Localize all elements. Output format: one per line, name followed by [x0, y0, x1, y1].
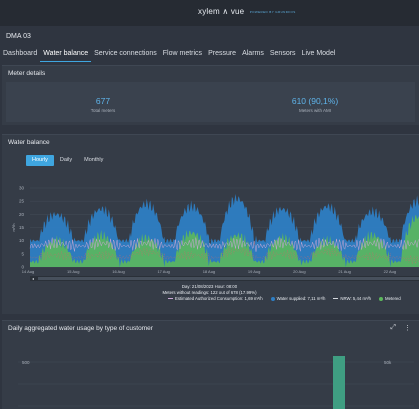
daily-usage-title: Daily aggregated water usage by type of … — [8, 325, 153, 332]
water-balance-title: Water balance — [8, 139, 50, 146]
x-tick-label: 19 Aug — [248, 269, 260, 274]
legend-label-metered: Metered — [385, 296, 401, 301]
y-tick-label: 25 — [19, 199, 25, 204]
panel-actions: ⤢ ⋮ — [390, 324, 411, 332]
x-tick-label: 15 Aug — [67, 269, 79, 274]
legend-label-estimated: Estimated Authorized Consumption: 1,69 m… — [175, 296, 263, 301]
total-meters-stat: 677 Total meters — [68, 96, 138, 113]
meter-stats: 677 Total meters 610 (90,1%) Meters with… — [6, 82, 415, 122]
tab-pressure[interactable]: Pressure — [208, 50, 237, 57]
y-tick-label: 10 — [19, 238, 25, 243]
tab-flow-metrics[interactable]: Flow metrics — [162, 50, 203, 57]
y-tick-label: 5 — [21, 251, 24, 256]
tab-sensors[interactable]: Sensors — [269, 50, 296, 57]
navigator-handle — [38, 277, 419, 280]
granularity-toggle: Hourly Daily Monthly — [26, 155, 109, 166]
tab-bar: Dashboard Water balance Service connecti… — [0, 48, 338, 62]
x-tick-label: 17 Aug — [157, 269, 169, 274]
expand-icon[interactable]: ⤢ — [390, 324, 396, 331]
legend-item-supplied[interactable]: Water supplied: 7,11 m³/h — [270, 296, 326, 301]
tab-water-balance[interactable]: Water balance — [40, 48, 92, 62]
top-bar: xylem ∧ vue POWERED BY GRUNDFOS — [0, 0, 419, 26]
meters-amr-stat: 610 (90,1%) Meters with AMI — [280, 96, 350, 113]
legend-line-icon — [168, 298, 173, 299]
total-meters-label: Total meters — [90, 108, 116, 113]
meters-amr-value: 610 (90,1%) — [291, 96, 339, 106]
x-tick-label: 21 Aug — [338, 269, 350, 274]
y-tick-label: 15 — [19, 225, 25, 230]
legend-label-supplied: Water supplied: 7,11 m³/h — [276, 296, 326, 301]
estimated-consumption-line — [29, 237, 419, 252]
water-balance-panel: Water balance Hourly Daily Monthly — [2, 134, 419, 314]
y-tick-label: 20 — [19, 212, 25, 217]
x-tick-label: 18 Aug — [203, 269, 215, 274]
y-tick-label: 0 — [21, 265, 24, 270]
total-meters-value: 677 — [95, 96, 111, 106]
daily-button[interactable]: Daily — [59, 157, 73, 163]
chart-tooltip-info: Day: 21/08/2023 Hour: 08:00 Meters witho… — [0, 284, 419, 296]
y-tick-label: 30 — [19, 186, 25, 191]
navigator-left-arrow: ◂ — [32, 276, 34, 281]
tooltip-day: Day: 21/08/2023 Hour: 08:00 — [181, 284, 238, 289]
page-title: DMA 03 — [6, 33, 31, 40]
legend-item-estimated[interactable]: Estimated Authorized Consumption: 1,69 m… — [168, 296, 263, 301]
y-axis-label: m³/h — [11, 224, 16, 232]
more-icon[interactable]: ⋮ — [404, 325, 411, 332]
x-tick-label: 14 Aug — [22, 269, 34, 274]
meter-details-panel: Meter details 677 Total meters 610 (90,1… — [2, 65, 419, 125]
legend-label-nrw: NRW: 5,44 m³/h — [340, 296, 372, 301]
meter-details-title: Meter details — [8, 70, 46, 77]
tooltip-meters-without: Meters without readings: 122 out of 678 … — [162, 290, 257, 295]
hourly-button[interactable]: Hourly — [26, 155, 54, 166]
tab-service-connections[interactable]: Service connections — [94, 50, 157, 57]
legend-dash-icon — [333, 298, 339, 299]
legend-dot-icon — [270, 296, 275, 301]
x-tick-label: 22 Aug — [384, 269, 396, 274]
tab-dashboard[interactable]: Dashboard — [3, 50, 38, 57]
legend-item-metered[interactable]: Metered — [379, 296, 401, 301]
tab-alarms[interactable]: Alarms — [242, 50, 264, 57]
legend-item-nrw[interactable]: NRW: 5,44 m³/h — [333, 296, 371, 301]
brand-name: xylem — [198, 7, 220, 16]
tab-live-model[interactable]: Live Model — [301, 50, 336, 57]
monthly-button[interactable]: Monthly — [84, 157, 104, 163]
chart-legend: Estimated Authorized Consumption: 1,69 m… — [168, 296, 401, 301]
brand-product: vue — [230, 7, 245, 16]
x-tick-label: 16 Aug — [112, 269, 124, 274]
nrw-line — [29, 247, 419, 265]
brand-logo[interactable]: xylem ∧ vue POWERED BY GRUNDFOS — [198, 7, 296, 16]
daily-usage-panel: Daily aggregated water usage by type of … — [2, 320, 419, 409]
brand-separator: ∧ — [222, 7, 229, 16]
brand-subtitle: POWERED BY GRUNDFOS — [249, 9, 296, 14]
metered-area — [30, 215, 419, 267]
meters-amr-label: Meters with AMI — [298, 108, 331, 113]
x-tick-label: 20 Aug — [293, 269, 305, 274]
legend-dot-icon — [379, 296, 384, 301]
